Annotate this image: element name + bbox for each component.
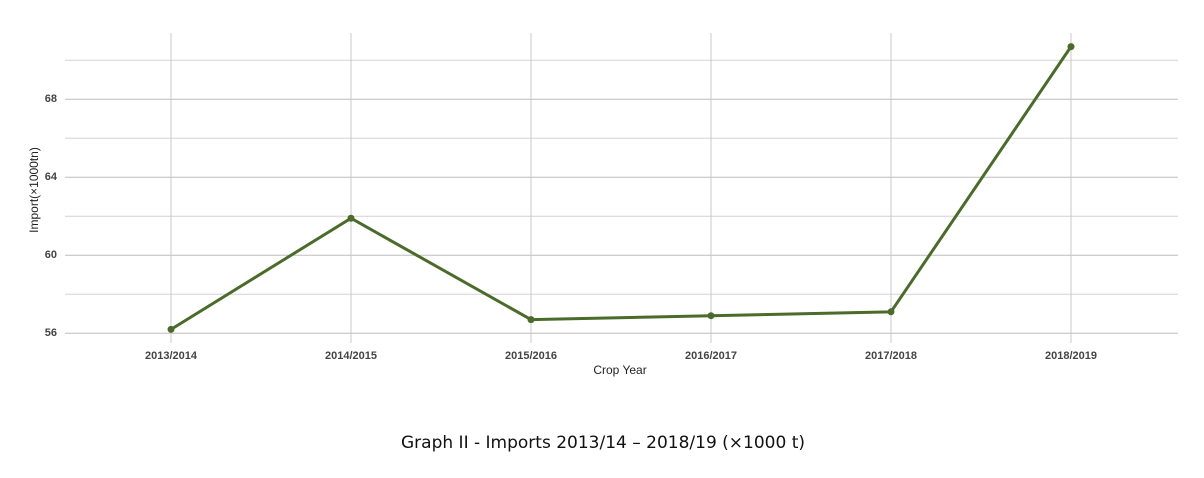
point: [347, 214, 355, 222]
x-tick-label: 2017/2018: [865, 350, 917, 362]
x-tick-label: 2015/2016: [505, 350, 557, 362]
line: [170, 45, 1073, 331]
point: [887, 308, 895, 316]
y-tick-label: 60: [45, 249, 57, 261]
y-tick-label: 56: [45, 327, 57, 339]
x-tick-label: 2013/2014: [145, 350, 198, 362]
x-tick-label: 2016/2017: [685, 350, 737, 362]
y-axis-label: Import(×1000tn): [27, 147, 41, 233]
x-axis-label: Crop Year: [593, 363, 646, 377]
y-tick-label: 64: [45, 171, 58, 183]
point: [1067, 43, 1075, 51]
point: [707, 312, 715, 320]
point: [167, 325, 175, 333]
point: [527, 316, 535, 324]
caption: Graph II - Imports 2013/14 – 2018/19 (×1…: [401, 433, 805, 453]
x-tick-label: 2014/2015: [325, 350, 377, 362]
x-tick-label: 2018/2019: [1045, 350, 1097, 362]
y-tick-label: 68: [45, 93, 57, 105]
